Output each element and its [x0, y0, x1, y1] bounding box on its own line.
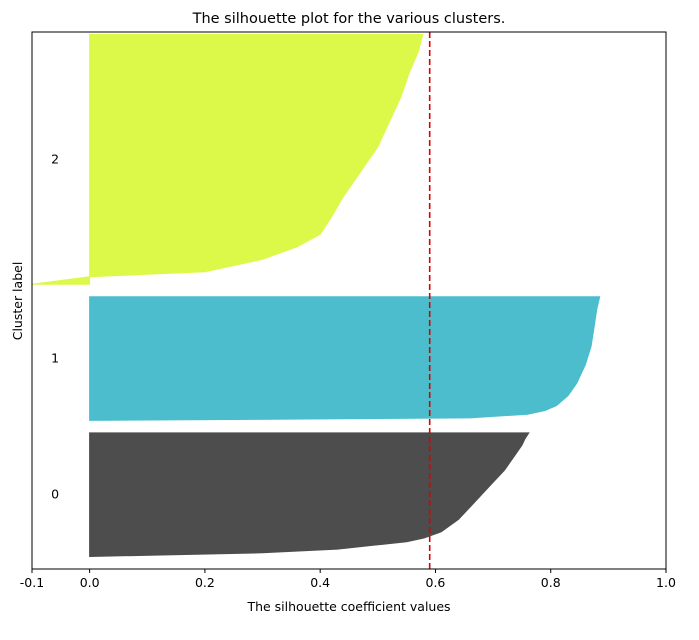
cluster-0-silhouette-area — [89, 432, 530, 558]
plot-area — [31, 32, 601, 569]
axes-frame — [31, 31, 667, 570]
x-axis: -0.1 0.0 0.2 0.4 0.6 0.8 1.0 — [20, 569, 676, 590]
x-axis-label: The silhouette coefficient values — [246, 599, 450, 614]
cluster-2-label: 2 — [51, 151, 59, 166]
x-tick-label: -0.1 — [20, 575, 44, 590]
cluster-0-label: 0 — [51, 487, 59, 502]
x-tick-label: 0.6 — [426, 575, 446, 590]
y-axis: 0 1 2 — [51, 151, 59, 501]
y-axis-label: Cluster label — [10, 262, 25, 341]
x-tick-label: 0.2 — [195, 575, 215, 590]
cluster-2-silhouette-area — [31, 34, 424, 285]
x-tick-label: 1.0 — [656, 575, 676, 590]
x-tick-label: 0.4 — [310, 575, 330, 590]
cluster-1-silhouette-area — [89, 296, 601, 421]
x-tick-label: 0.0 — [80, 575, 100, 590]
chart-title: The silhouette plot for the various clus… — [192, 11, 506, 27]
x-tick-label: 0.8 — [541, 575, 561, 590]
cluster-1-label: 1 — [51, 351, 59, 366]
